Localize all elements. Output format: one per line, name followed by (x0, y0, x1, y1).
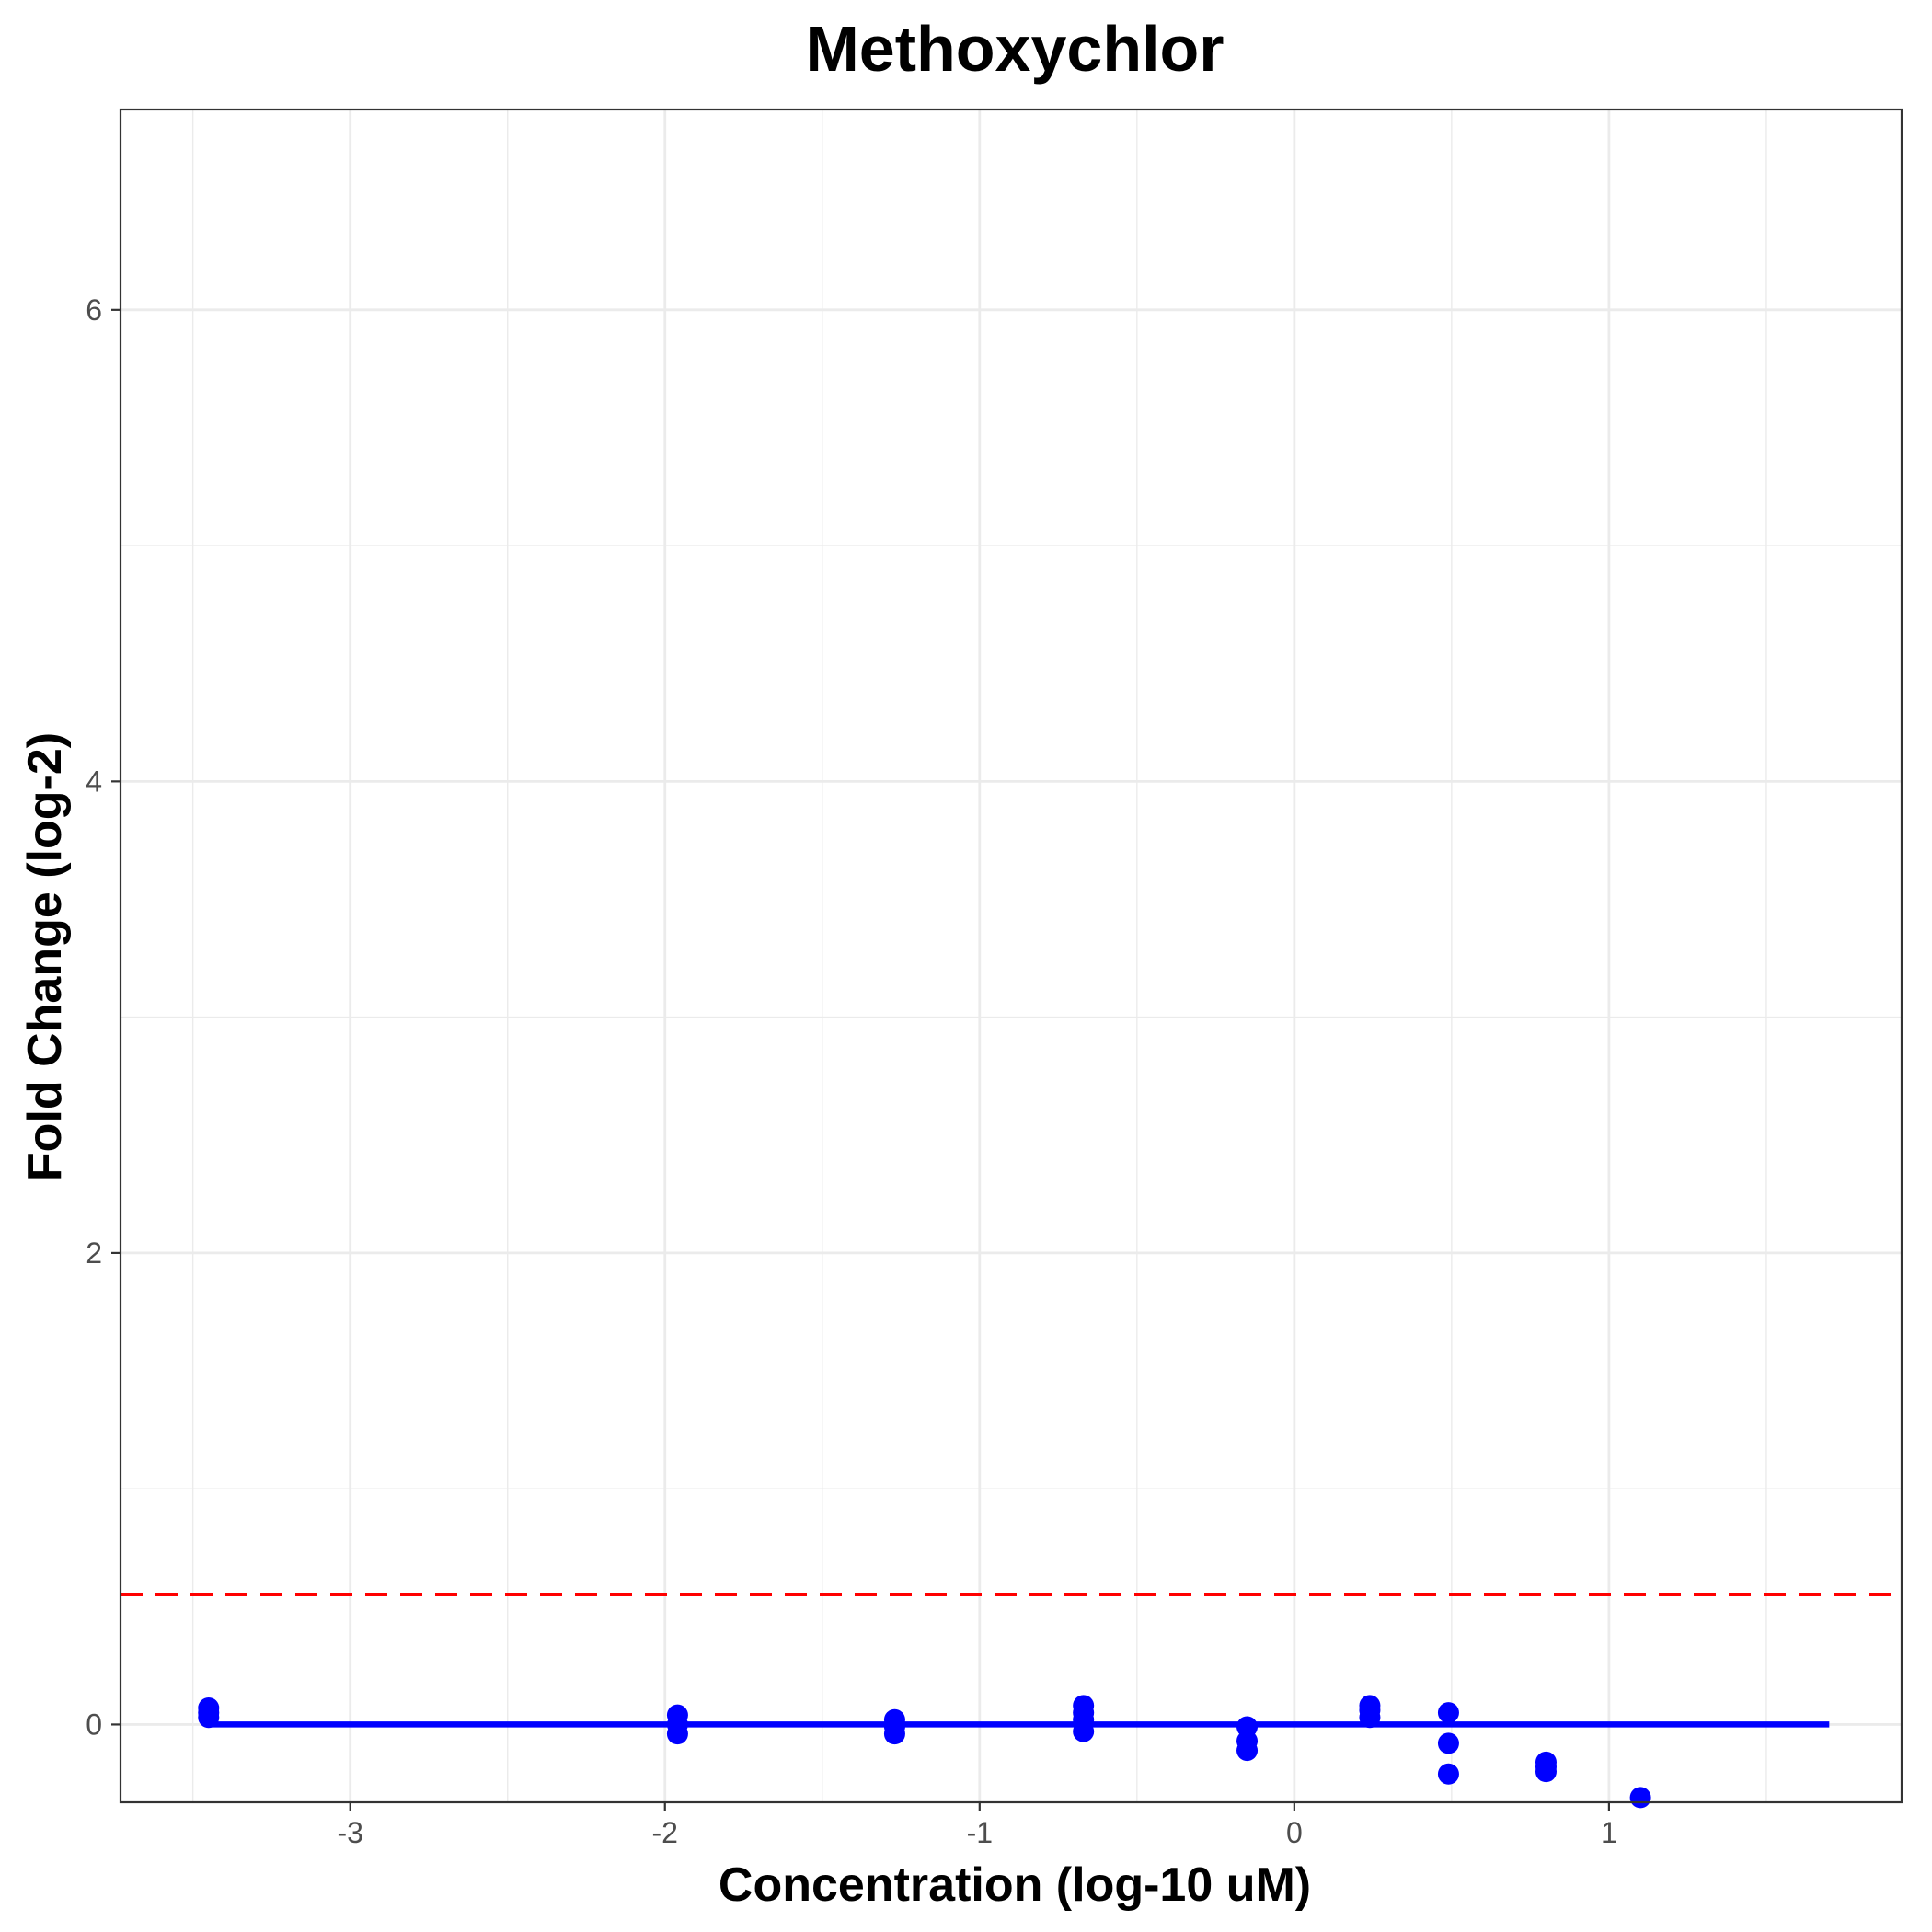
data-point (1437, 1732, 1459, 1754)
chart-title: Methoxychlor (805, 13, 1224, 85)
y-tick-label: 6 (86, 293, 102, 327)
data-point (1073, 1720, 1095, 1742)
data-point (1359, 1707, 1381, 1729)
x-tick-label: -2 (652, 1816, 678, 1849)
x-axis-title: Concentration (log-10 uM) (719, 1858, 1311, 1912)
data-point (1629, 1787, 1651, 1809)
x-tick-label: 0 (1286, 1816, 1303, 1849)
data-points (198, 1695, 1651, 1809)
data-point (1535, 1761, 1557, 1783)
data-point (1236, 1740, 1259, 1762)
y-tick-label: 2 (86, 1236, 102, 1270)
axis-ticks: -3 -2 -1 0 1 0 2 4 6 (86, 293, 1617, 1849)
plot-border (119, 108, 1903, 1804)
y-tick-label: 0 (86, 1708, 102, 1741)
x-tick-label: -1 (967, 1816, 993, 1849)
data-point (1437, 1763, 1459, 1785)
data-point (883, 1723, 905, 1745)
data-point (198, 1707, 220, 1729)
y-tick-label: 4 (86, 765, 102, 798)
y-axis-title: Fold Change (log-2) (18, 732, 72, 1181)
plot-panel (121, 109, 1902, 1802)
data-point (666, 1723, 688, 1745)
x-tick-label: -3 (337, 1816, 362, 1849)
x-tick-label: 1 (1601, 1816, 1617, 1849)
reference-lines (121, 1593, 1902, 1728)
data-point (1437, 1702, 1459, 1724)
